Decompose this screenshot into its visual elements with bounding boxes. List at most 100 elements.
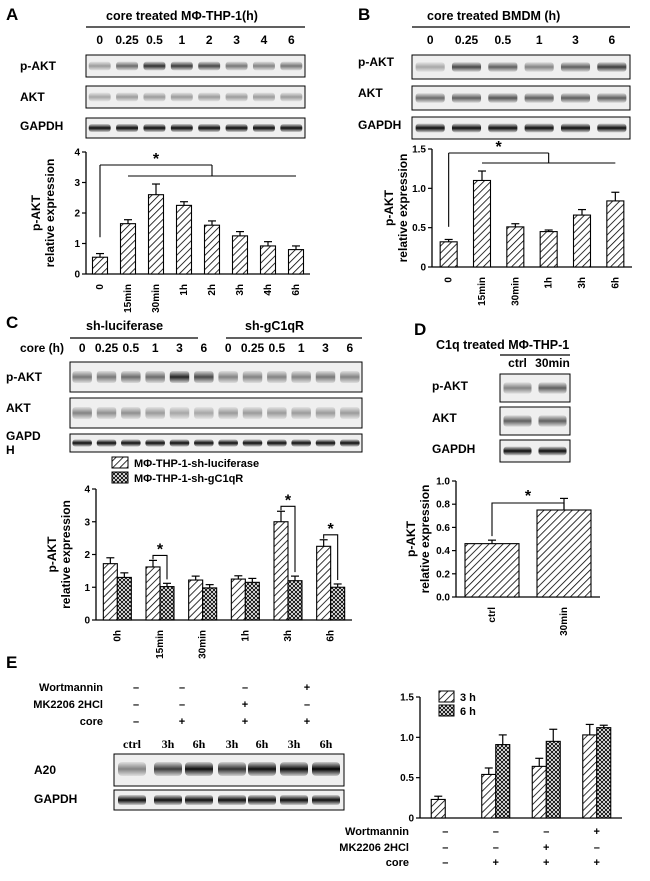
- panel-a-pakt-frame: [85, 54, 306, 78]
- panel-b-akt-band-3: [524, 93, 554, 103]
- panel-a-pakt-band-2: [143, 61, 166, 71]
- panel-c-gapdh-band-1: [96, 439, 117, 447]
- panel-c-gapdh-band-3: [145, 439, 165, 447]
- panel-c-ytick-label-3: 3: [84, 517, 90, 528]
- panel-b-gapdh-frame: [411, 116, 631, 140]
- panel-b-bar-0-0: [439, 241, 458, 268]
- panel-e-treatment-sign-0-1: –: [179, 682, 185, 694]
- panel-b-row-label-1: AKT: [358, 86, 383, 100]
- panel-e-gapdh-band-1: [154, 795, 182, 805]
- panel-c-akt-band-9: [291, 407, 311, 419]
- panel-e-bar-0-0: [430, 798, 446, 819]
- panel-b-lane-0: 0: [427, 33, 434, 47]
- panel-e-treatment-sign-2-1: +: [179, 716, 185, 728]
- panel-e-a20-band-3: [218, 762, 246, 776]
- panel-c-bar-1-0: [116, 576, 132, 621]
- panel-d-bar-chart: 0.0 0.2 0.4 0.6 0.8 1.0 p-AKTrelative expressi…: [404, 477, 600, 636]
- panel-d-xtick-label-0: ctrl: [487, 607, 498, 623]
- panel-d-bar-0-1: [536, 509, 592, 598]
- panel-a-blots: p-AKT AKT GAPDH: [20, 54, 306, 139]
- panel-label-c: C: [6, 313, 18, 332]
- panel-b-ylabel-line-1: relative expression: [396, 154, 410, 263]
- panel-c-akt-band-10: [315, 407, 336, 419]
- panel-b-pakt-band-0: [415, 62, 445, 72]
- panel-b-blots: p-AKT AKT GAPDH: [358, 54, 631, 140]
- panel-c-bar-0-1: [145, 566, 161, 621]
- panel-c-lane-7: 0.25: [241, 341, 265, 355]
- panel-a-xtick-label-5: 3h: [235, 284, 246, 296]
- panel-c-row-label-0: p-AKT: [6, 370, 43, 384]
- panel-e-treatment-name-1: MK2206 2HCl: [33, 699, 103, 711]
- panel-a-gapdh-band-1: [116, 124, 139, 132]
- panel-a-bar-0-2: [147, 194, 165, 275]
- panel-b-gapdh-band-0: [415, 123, 445, 133]
- panel-b-pakt-band-1: [451, 62, 482, 72]
- panel-c-gapdh-band-8: [267, 439, 287, 447]
- panel-a-xtick-label-3: 1h: [179, 284, 190, 296]
- panel-c-gapdh-band-0: [72, 439, 92, 447]
- panel-d-gapdh-band-1: [538, 446, 567, 456]
- panel-c-xtick-label-0: 0h: [112, 630, 123, 642]
- panel-b-ytick-label-0: 0: [420, 263, 426, 274]
- panel-d-ytick-label-4: 0.8: [436, 500, 450, 511]
- panel-c-sig-bracket-0: [152, 554, 168, 580]
- panel-e-treatment-name-2: core: [80, 716, 103, 728]
- panel-c-bar-0-3: [230, 578, 246, 621]
- panel-a-bar-chart: 0 1 2 3 4 p-AKTrelative expression 0 15min 30min…: [29, 148, 310, 313]
- panel-b-sig-star: *: [496, 139, 503, 156]
- panel-c-sig-bracket-1: [280, 505, 296, 573]
- panel-e-bar-treatment-sign-2-0: –: [442, 857, 448, 869]
- panel-b-title: core treated BMDM (h): [427, 9, 560, 23]
- panel-e-a20-band-6: [312, 762, 340, 776]
- panel-c-xtick-label-3: 1h: [240, 630, 251, 642]
- panel-e-lane-0: ctrl: [123, 737, 142, 751]
- panel-b-bar-0-5: [606, 200, 625, 268]
- panel-c-sig-star-2: *: [328, 521, 335, 538]
- panel-c-gapdh-band-6: [218, 439, 238, 447]
- panel-e-a20-band-5: [280, 762, 308, 776]
- panel-c-akt-band-5: [194, 407, 214, 419]
- panel-c-pakt-band-6: [218, 371, 238, 383]
- panel-c-ylabel-line-1: relative expression: [59, 500, 73, 609]
- panel-e-lane-3: 3h: [226, 737, 239, 751]
- panel-b-gapdh-band-2: [488, 123, 518, 133]
- panel-b-ytick-label-1: 0.5: [412, 223, 426, 234]
- panel-c-sig-star-1: *: [285, 492, 292, 509]
- panel-c-pakt-band-2: [121, 371, 141, 383]
- panel-a-gapdh-frame: [85, 117, 306, 139]
- panel-a-lane-1: 0.25: [115, 33, 139, 47]
- panel-c-lane-9: 1: [298, 341, 305, 355]
- panel-c-bar-chart: 0 1 2 3 4 p-AKTrelative expression 0h 15min 30mi…: [45, 456, 352, 659]
- panel-a-lane-2: 0.5: [146, 33, 163, 47]
- panel-c-pakt-band-7: [242, 371, 263, 383]
- panel-e-a20-band-1: [154, 762, 182, 776]
- panel-c-group2-label: sh-gC1qR: [245, 319, 304, 333]
- panel-c-bar-0-4: [273, 521, 289, 621]
- panel-c-gapdh-band-10: [315, 439, 336, 447]
- panel-e-gapdh-band-5: [280, 795, 308, 805]
- panel-e-bar-treatment-sign-2-3: +: [594, 857, 600, 869]
- panel-b-ylabel: p-AKTrelative expression: [382, 154, 410, 263]
- panel-e-treatment-sign-0-0: –: [133, 682, 139, 694]
- panel-d-pakt-band-1: [538, 382, 567, 394]
- panel-c-pakt-band-4: [169, 371, 190, 383]
- panel-c-akt-band-1: [96, 407, 117, 419]
- panel-a-xtick-label-2: 30min: [151, 284, 162, 313]
- panel-a-akt-band-7: [280, 92, 303, 102]
- panel-e-treatment-sign-0-3: +: [304, 682, 310, 694]
- panel-e-ytick-label-2: 1.0: [400, 733, 414, 744]
- panel-e-lane-5: 3h: [288, 737, 301, 751]
- panel-c-row-label-2: GAPD H: [6, 429, 41, 457]
- panel-a-gapdh-band-0: [88, 124, 111, 132]
- panel-b-akt-band-5: [597, 93, 627, 103]
- panel-c-row-label-1: AKT: [6, 401, 31, 415]
- panel-a-pakt-band-3: [170, 61, 193, 71]
- panel-b-row-label-2: GAPDH: [358, 118, 401, 132]
- panel-c-ylabel: p-AKTrelative expression: [45, 500, 73, 609]
- panel-label-e: E: [6, 653, 17, 672]
- panel-c-pakt-band-1: [96, 371, 117, 383]
- panel-d-akt-band-0: [503, 415, 532, 427]
- panel-d-row-label-2: GAPDH: [432, 442, 475, 456]
- panel-c-lane-2: 0.5: [122, 341, 139, 355]
